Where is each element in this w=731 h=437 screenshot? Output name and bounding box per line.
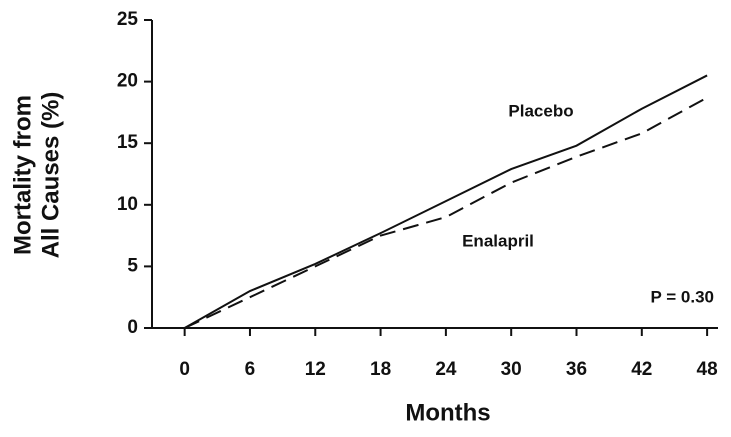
x-tick-label: 30 <box>501 359 522 380</box>
line-series <box>184 74 708 329</box>
x-tick-label: 36 <box>566 359 587 380</box>
y-tick-label: 5 <box>127 255 138 276</box>
y-tick-label: 20 <box>117 71 138 92</box>
y-tick-label: 25 <box>117 9 139 30</box>
x-tick-label: 48 <box>697 359 718 380</box>
y-axis-title-line: Mortality from <box>9 95 36 255</box>
x-tick-label: 24 <box>435 359 457 380</box>
x-tick-label: 12 <box>305 359 326 380</box>
x-axis-title: Months <box>405 399 490 426</box>
y-tick-label: 15 <box>117 132 139 153</box>
x-tick-label: 6 <box>245 359 256 380</box>
x-tick-label: 42 <box>631 359 652 380</box>
y-axis-title: Mortality from All Causes (%) <box>9 92 64 259</box>
series-label: Enalapril <box>462 231 534 250</box>
x-tick-label: 0 <box>179 359 190 380</box>
series-label: Placebo <box>508 101 573 120</box>
x-tick-label: 18 <box>370 359 391 380</box>
annotation: P = 0.30 <box>651 287 715 306</box>
y-axis-title-line: All Causes (%) <box>37 92 64 259</box>
y-tick-label: 10 <box>117 194 138 215</box>
y-tick-label: 0 <box>127 317 138 338</box>
line-series <box>184 96 708 329</box>
